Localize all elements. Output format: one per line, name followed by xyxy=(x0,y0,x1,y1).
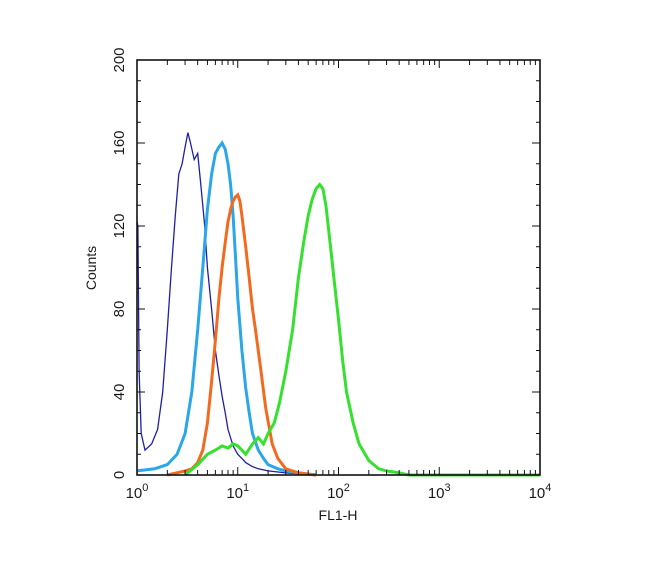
y-tick-label: 40 xyxy=(111,384,128,401)
series-line-3 xyxy=(166,192,317,477)
x-minor-ticks xyxy=(136,60,541,475)
x-tick-label: 101 xyxy=(226,482,249,502)
series-line-2 xyxy=(136,140,317,477)
x-tick-label: 100 xyxy=(126,482,149,502)
y-tick-label: 160 xyxy=(111,130,128,155)
y-tick-label: 0 xyxy=(111,471,128,479)
x-tick-label: 103 xyxy=(428,482,451,502)
series-line-1 xyxy=(136,132,317,476)
y-tick-label: 200 xyxy=(111,47,128,72)
series-layer xyxy=(136,132,540,477)
x-axis-title: FL1-H xyxy=(319,507,358,523)
y-tick-label: 80 xyxy=(111,301,128,318)
x-tick-label: 104 xyxy=(529,482,552,502)
x-tick-labels: 100 101 102 103 104 xyxy=(126,482,552,502)
x-tick-label: 102 xyxy=(327,482,350,502)
y-tick-labels: 0 40 80 120 160 200 xyxy=(111,47,128,479)
y-axis-title: Counts xyxy=(83,246,99,290)
y-minor-ticks xyxy=(137,59,540,476)
plot-frame xyxy=(136,59,541,476)
y-tick-label: 120 xyxy=(111,213,128,238)
series-line-4 xyxy=(184,182,540,477)
